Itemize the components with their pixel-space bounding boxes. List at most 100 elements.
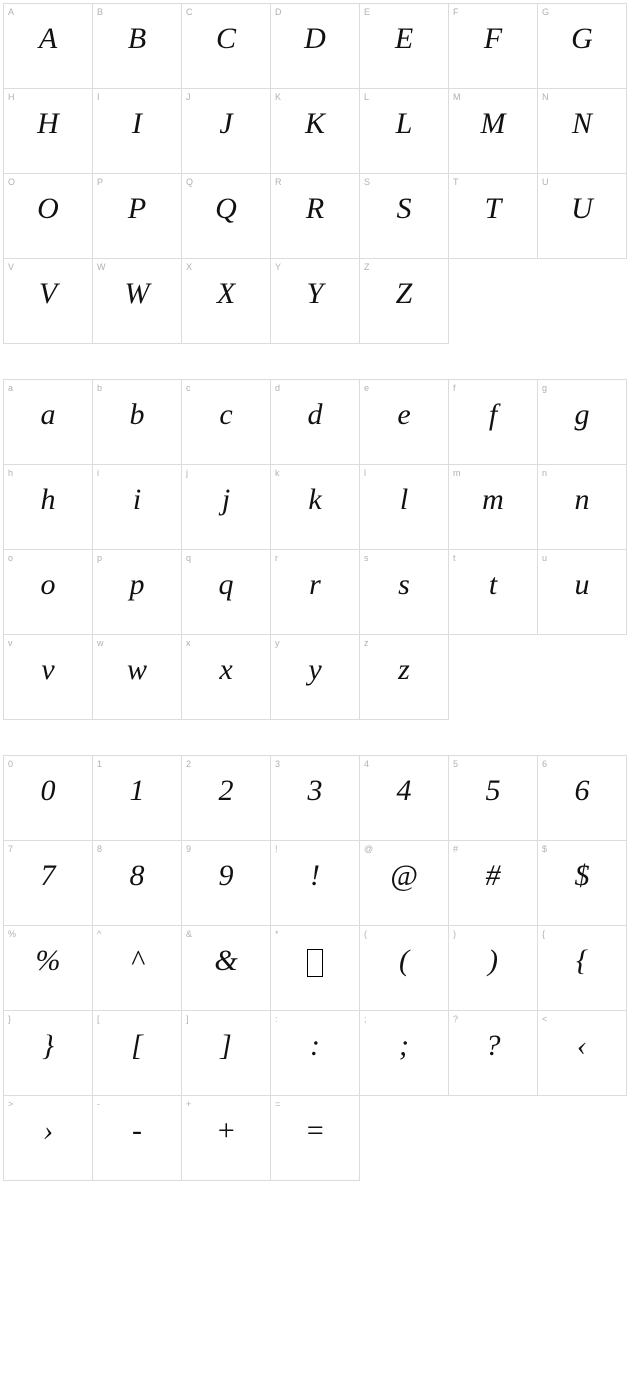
glyph-cell[interactable]: vv xyxy=(3,634,93,720)
glyph-cell[interactable]: hh xyxy=(3,464,93,550)
glyph-cell[interactable]: YY xyxy=(270,258,360,344)
glyph-cell[interactable]: cc xyxy=(181,379,271,465)
glyph-cell[interactable]: LL xyxy=(359,88,449,174)
glyph-cell[interactable]: QQ xyxy=(181,173,271,259)
glyph-display: ( xyxy=(360,946,448,976)
glyph-cell[interactable]: )) xyxy=(448,925,538,1011)
glyph-cell[interactable]: CC xyxy=(181,3,271,89)
glyph-cell[interactable]: tt xyxy=(448,549,538,635)
glyph-cell[interactable]: ## xyxy=(448,840,538,926)
glyph-cell[interactable]: [[ xyxy=(92,1010,182,1096)
glyph-cell[interactable]: 11 xyxy=(92,755,182,841)
glyph-cell[interactable]: ii xyxy=(92,464,182,550)
glyph-cell[interactable]: oo xyxy=(3,549,93,635)
glyph-cell[interactable]: -- xyxy=(92,1095,182,1181)
glyph-cell[interactable]: JJ xyxy=(181,88,271,174)
glyph-cell[interactable]: 44 xyxy=(359,755,449,841)
glyph-cell[interactable]: ^^ xyxy=(92,925,182,1011)
glyph-label: G xyxy=(542,7,549,17)
glyph-cell[interactable]: RR xyxy=(270,173,360,259)
glyph-cell[interactable]: NN xyxy=(537,88,627,174)
glyph-cell[interactable]: SS xyxy=(359,173,449,259)
glyph-cell[interactable]: xx xyxy=(181,634,271,720)
glyph-cell[interactable]: EE xyxy=(359,3,449,89)
glyph-cell[interactable]: TT xyxy=(448,173,538,259)
glyph-label: [ xyxy=(97,1014,100,1024)
glyph-cell[interactable]: uu xyxy=(537,549,627,635)
glyph-cell[interactable]: mm xyxy=(448,464,538,550)
glyph-label: ) xyxy=(453,929,456,939)
glyph-display: U xyxy=(538,194,626,224)
glyph-cell[interactable]: XX xyxy=(181,258,271,344)
glyph-cell[interactable]: kk xyxy=(270,464,360,550)
glyph-cell[interactable]: aa xyxy=(3,379,93,465)
glyph-cell[interactable]: <‹ xyxy=(537,1010,627,1096)
glyph-cell[interactable]: >› xyxy=(3,1095,93,1181)
glyph-cell[interactable]: pp xyxy=(92,549,182,635)
glyph-cell[interactable]: gg xyxy=(537,379,627,465)
glyph-cell[interactable]: (( xyxy=(359,925,449,1011)
glyph-cell[interactable]: jj xyxy=(181,464,271,550)
glyph-cell[interactable]: ff xyxy=(448,379,538,465)
glyph-cell[interactable]: nn xyxy=(537,464,627,550)
glyph-cell[interactable]: ll xyxy=(359,464,449,550)
glyph-cell[interactable]: * xyxy=(270,925,360,1011)
glyph-cell[interactable]: :: xyxy=(270,1010,360,1096)
glyph-cell[interactable]: }} xyxy=(3,1010,93,1096)
glyph-cell[interactable]: $$ xyxy=(537,840,627,926)
glyph-cell[interactable]: 99 xyxy=(181,840,271,926)
glyph-label: : xyxy=(275,1014,278,1024)
glyph-cell[interactable]: MM xyxy=(448,88,538,174)
glyph-cell[interactable]: ee xyxy=(359,379,449,465)
glyph-cell[interactable]: ww xyxy=(92,634,182,720)
glyph-cell[interactable]: yy xyxy=(270,634,360,720)
glyph-cell[interactable]: ?? xyxy=(448,1010,538,1096)
glyph-cell[interactable]: 22 xyxy=(181,755,271,841)
glyph-cell[interactable]: 77 xyxy=(3,840,93,926)
glyph-cell[interactable]: == xyxy=(270,1095,360,1181)
glyph-cell[interactable]: PP xyxy=(92,173,182,259)
glyph-cell[interactable]: %% xyxy=(3,925,93,1011)
glyph-cell[interactable]: zz xyxy=(359,634,449,720)
section-lowercase: aabbccddeeffgg hhiijjkkllmmnn ooppqqrrsstt… xyxy=(4,380,636,720)
glyph-cell[interactable]: BB xyxy=(92,3,182,89)
glyph-display: L xyxy=(360,109,448,139)
glyph-cell[interactable]: KK xyxy=(270,88,360,174)
glyph-cell[interactable]: dd xyxy=(270,379,360,465)
glyph-cell[interactable]: ++ xyxy=(181,1095,271,1181)
glyph-cell[interactable]: FF xyxy=(448,3,538,89)
glyph-display: 0 xyxy=(4,776,92,806)
glyph-cell[interactable]: rr xyxy=(270,549,360,635)
glyph-cell[interactable]: GG xyxy=(537,3,627,89)
glyph-cell[interactable]: {{ xyxy=(537,925,627,1011)
glyph-cell[interactable]: UU xyxy=(537,173,627,259)
glyph-cell[interactable]: ]] xyxy=(181,1010,271,1096)
glyph-label: ( xyxy=(364,929,367,939)
glyph-display: w xyxy=(93,655,181,685)
glyph-cell[interactable]: DD xyxy=(270,3,360,89)
glyph-cell[interactable]: OO xyxy=(3,173,93,259)
glyph-display: p xyxy=(93,570,181,600)
glyph-cell[interactable]: && xyxy=(181,925,271,1011)
glyph-display: c xyxy=(182,400,270,430)
glyph-cell[interactable]: qq xyxy=(181,549,271,635)
glyph-cell[interactable]: @@ xyxy=(359,840,449,926)
glyph-label: ! xyxy=(275,844,278,854)
glyph-cell[interactable]: 55 xyxy=(448,755,538,841)
glyph-cell[interactable]: ;; xyxy=(359,1010,449,1096)
glyph-cell[interactable]: bb xyxy=(92,379,182,465)
glyph-cell[interactable]: ss xyxy=(359,549,449,635)
glyph-cell[interactable]: II xyxy=(92,88,182,174)
glyph-cell[interactable]: 33 xyxy=(270,755,360,841)
glyph-cell[interactable]: WW xyxy=(92,258,182,344)
glyph-cell[interactable]: 66 xyxy=(537,755,627,841)
glyph-cell[interactable]: VV xyxy=(3,258,93,344)
glyph-label: J xyxy=(186,92,191,102)
glyph-cell[interactable]: 88 xyxy=(92,840,182,926)
glyph-cell[interactable]: AA xyxy=(3,3,93,89)
glyph-cell[interactable]: !! xyxy=(270,840,360,926)
glyph-cell[interactable]: 00 xyxy=(3,755,93,841)
glyph-cell[interactable]: HH xyxy=(3,88,93,174)
glyph-cell[interactable]: ZZ xyxy=(359,258,449,344)
glyph-label: i xyxy=(97,468,99,478)
